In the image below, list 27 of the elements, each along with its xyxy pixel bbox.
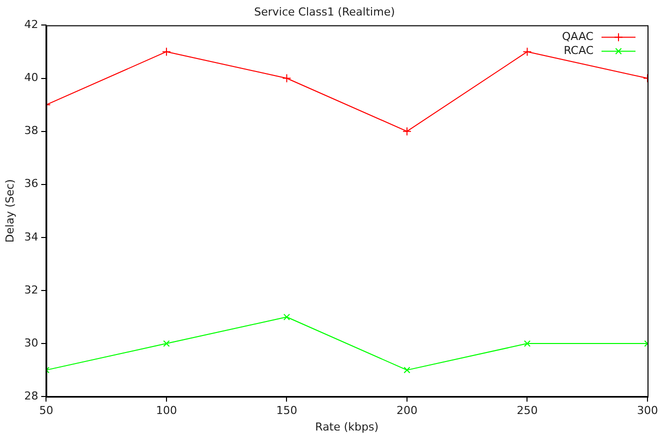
y-tick-label: 34 — [24, 230, 38, 244]
point — [404, 366, 410, 374]
y-tick-label: 36 — [24, 177, 38, 190]
point — [282, 74, 292, 83]
legend-label: RCAC — [564, 44, 594, 58]
x-tick-label: 150 — [276, 404, 298, 418]
chart-title: Service Class1 (Realtime) — [254, 5, 395, 18]
legend-label: QAAC — [562, 30, 594, 44]
point — [524, 340, 531, 347]
y-tick-label: 32 — [24, 283, 38, 296]
x-tick-label: 250 — [516, 404, 538, 418]
x-tick-label: 300 — [637, 404, 658, 418]
y-axis-title: Delay (Sec) — [3, 179, 16, 243]
x-tick-label: 100 — [156, 404, 177, 418]
x-tick-label: 200 — [396, 404, 418, 418]
x-axis-title: Rate (kbps) — [315, 420, 379, 434]
y-tick-label: 40 — [24, 71, 38, 84]
y-tick-label: 28 — [24, 389, 38, 402]
point — [283, 314, 290, 320]
y-tick-label: 38 — [24, 124, 38, 138]
point — [163, 340, 170, 347]
y-tick-label: 42 — [24, 18, 38, 32]
point — [522, 47, 532, 56]
x-tick-label: 50 — [39, 404, 54, 418]
point — [402, 126, 412, 136]
y-tick-label: 30 — [24, 336, 38, 350]
point — [162, 47, 171, 56]
